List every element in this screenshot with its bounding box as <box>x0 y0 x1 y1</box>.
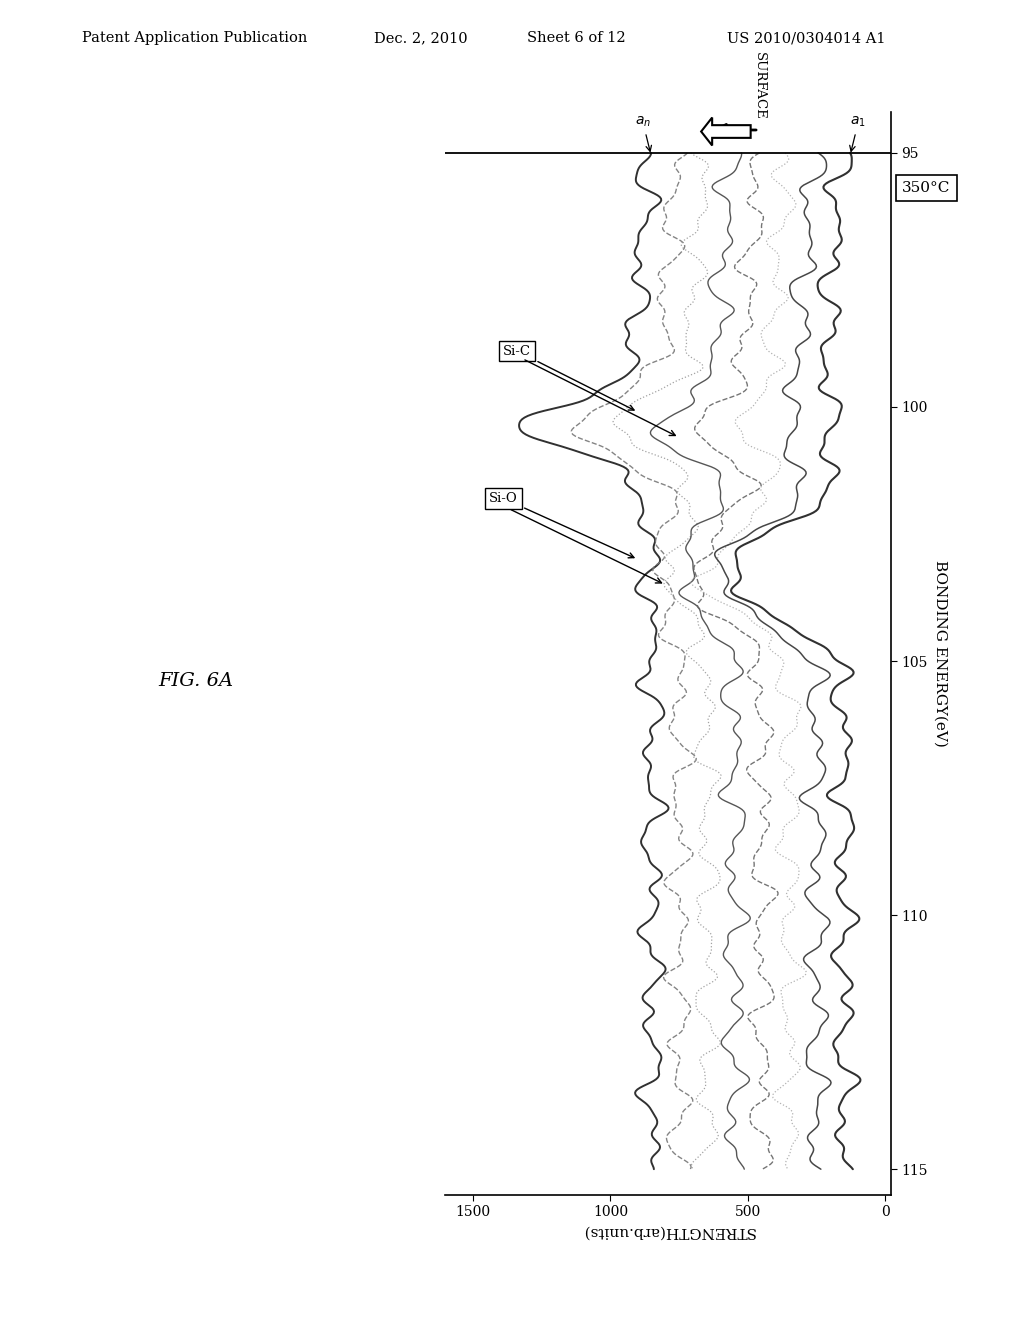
Text: SURFACE: SURFACE <box>753 51 765 120</box>
Text: Sheet 6 of 12: Sheet 6 of 12 <box>527 32 626 45</box>
Text: Si-C: Si-C <box>503 345 634 411</box>
Text: $a_1$: $a_1$ <box>850 115 866 152</box>
Text: Si-O: Si-O <box>488 492 634 558</box>
Text: US 2010/0304014 A1: US 2010/0304014 A1 <box>727 32 886 45</box>
Text: $a_n$: $a_n$ <box>635 115 651 152</box>
Y-axis label: BONDING ENERGY(eV): BONDING ENERGY(eV) <box>933 560 947 747</box>
X-axis label: STRENGTH(arb.units): STRENGTH(arb.units) <box>582 1225 755 1238</box>
Text: Patent Application Publication: Patent Application Publication <box>82 32 307 45</box>
Text: 350°C: 350°C <box>902 181 950 195</box>
Text: FIG. 6A: FIG. 6A <box>159 672 233 690</box>
FancyArrow shape <box>701 117 751 145</box>
Text: Dec. 2, 2010: Dec. 2, 2010 <box>374 32 467 45</box>
